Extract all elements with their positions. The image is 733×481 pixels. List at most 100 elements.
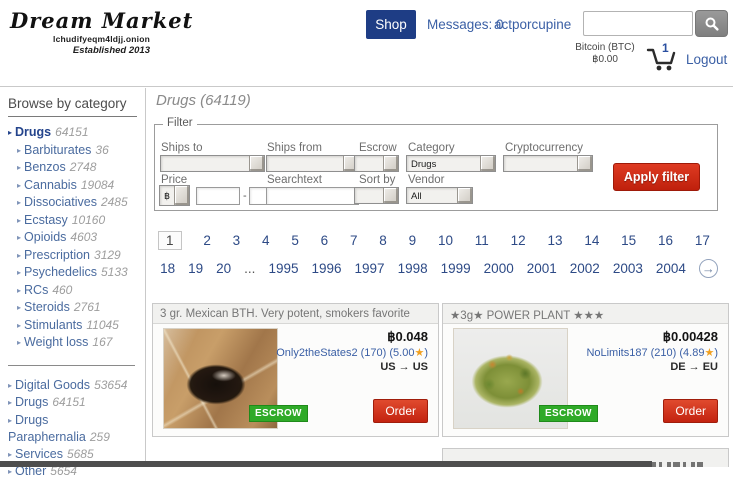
page-16[interactable]: 16 [658, 233, 674, 248]
star-icon: ★ [414, 347, 425, 359]
ships-to-label: Ships to [161, 142, 203, 154]
sidebar-item-steroids[interactable]: ▸ Steroids 2761 [8, 299, 141, 317]
page-15[interactable]: 15 [621, 233, 637, 248]
page-13[interactable]: 13 [547, 233, 563, 248]
cryptocurrency-select[interactable] [503, 155, 593, 172]
category-count: 10160 [71, 212, 106, 227]
page-2001[interactable]: 2001 [526, 261, 557, 276]
page-2004[interactable]: 2004 [655, 261, 686, 276]
messages-link[interactable]: Messages: 0 [427, 17, 504, 32]
page-14[interactable]: 14 [584, 233, 600, 248]
username-link[interactable]: actporcupine [494, 17, 572, 32]
page-7[interactable]: 7 [349, 233, 358, 248]
product-price: ฿0.00428 [662, 329, 718, 344]
page-11[interactable]: 11 [474, 233, 489, 248]
category-count: 2485 [100, 195, 128, 209]
logo-title: Dream Market [10, 8, 194, 33]
pagination-row-2: 18 19 20... 1995 1996 1997 1998 1999 2000 2001 200… [150, 259, 728, 278]
page-2[interactable]: 2 [203, 233, 211, 248]
header: Dream Market lchudifyeqm4ldjj.onion Esta… [0, 0, 733, 87]
pagination-ellipsis: ... [244, 261, 256, 276]
cart-button[interactable]: 1 [645, 41, 679, 72]
sidebar-item-benzos[interactable]: ▸ Benzos 2748 [8, 159, 141, 177]
page-18[interactable]: 18 [160, 261, 176, 276]
sidebar-item-drugs[interactable]: ▸ Drugs 64151 [8, 394, 141, 412]
wallet-amount: ฿0.00 [592, 54, 618, 65]
page-2002[interactable]: 2002 [569, 261, 600, 276]
chevron-right-icon: ▸ [17, 285, 22, 295]
sidebar-item-digital-goods[interactable]: ▸ Digital Goods 53654 [8, 377, 141, 395]
category-label: Stimulants [24, 317, 83, 332]
chevron-right-icon: ▸ [17, 180, 22, 190]
page-6[interactable]: 6 [320, 233, 329, 248]
page-17[interactable]: 17 [694, 233, 710, 248]
sidebar-item-psychedelics[interactable]: ▸ Psychedelics 5133 [8, 264, 141, 282]
page-8[interactable]: 8 [379, 233, 387, 248]
site-logo[interactable]: Dream Market lchudifyeqm4ldjj.onion Esta… [10, 8, 194, 56]
vendor-link[interactable]: NoLimits187 (210) (4.89★) [586, 347, 718, 359]
search-button[interactable] [695, 10, 728, 37]
page-3[interactable]: 3 [232, 233, 241, 248]
page-1997[interactable]: 1997 [354, 261, 385, 276]
page-12[interactable]: 12 [510, 233, 526, 248]
sidebar-item-services[interactable]: ▸ Services 5685 [8, 446, 141, 464]
escrow-badge: ESCROW [539, 405, 598, 422]
sidebar-item-stimulants[interactable]: ▸ Stimulants 11045 [8, 317, 141, 335]
sidebar-item-rcs[interactable]: ▸ RCs 460 [8, 282, 141, 300]
price-currency-select[interactable]: ฿ [159, 185, 190, 206]
page-9[interactable]: 9 [408, 233, 417, 248]
sort-by-select[interactable] [354, 187, 399, 204]
chevron-right-icon: ▸ [17, 233, 22, 242]
page-2003[interactable]: 2003 [612, 261, 643, 276]
chevron-right-icon: ▸ [17, 163, 22, 172]
order-button[interactable]: Order [663, 399, 718, 423]
chevron-right-icon: ▸ [17, 320, 22, 330]
wallet-balance[interactable]: Bitcoin (BTC) ฿0.00 [566, 42, 644, 65]
category-select[interactable]: Drugs [406, 155, 496, 172]
page-1[interactable]: 1 [158, 231, 182, 250]
category-label: Category [408, 142, 455, 154]
chevron-right-icon: ▸ [8, 467, 13, 476]
logout-link[interactable]: Logout [686, 52, 728, 67]
chevron-right-icon: ▸ [8, 415, 13, 425]
ships-to-select[interactable] [160, 155, 265, 172]
vendor-link[interactable]: Only2theStates2 (170) (5.00★) [276, 347, 428, 359]
sidebar-item-cannabis[interactable]: ▸ Cannabis 19084 [8, 177, 141, 195]
category-count: 167 [92, 335, 113, 349]
page-1995[interactable]: 1995 [268, 261, 299, 276]
sidebar-item-prescription[interactable]: ▸ Prescription 3129 [8, 247, 141, 265]
searchtext-input[interactable] [266, 187, 359, 205]
page-5[interactable]: 5 [291, 233, 299, 248]
order-button[interactable]: Order [373, 399, 428, 423]
search-input[interactable] [583, 11, 693, 36]
category-label: Psychedelics [24, 265, 97, 279]
page-2000[interactable]: 2000 [483, 261, 514, 276]
page-1999[interactable]: 1999 [440, 261, 471, 276]
shop-button[interactable]: Shop [366, 10, 416, 39]
category-count: 11045 [86, 317, 119, 332]
apply-filter-button[interactable]: Apply filter [613, 163, 700, 191]
sidebar-item-weight-loss[interactable]: ▸ Weight loss 167 [8, 334, 141, 352]
next-page-icon[interactable]: → [698, 259, 718, 278]
page-1998[interactable]: 1998 [397, 261, 428, 276]
page-4[interactable]: 4 [261, 233, 270, 248]
page-20[interactable]: 20 [216, 261, 232, 276]
vendor-select[interactable]: All [406, 187, 473, 204]
escrow-select[interactable] [354, 155, 399, 172]
sidebar-item-opioids[interactable]: ▸ Opioids 4603 [8, 229, 141, 247]
sidebar-item-barbiturates[interactable]: ▸ Barbiturates 36 [8, 142, 141, 160]
category-count: 53654 [94, 377, 128, 392]
sidebar-item-ecstasy[interactable]: ▸ Ecstasy 10160 [8, 212, 141, 230]
sidebar-item-dissociatives[interactable]: ▸ Dissociatives 2485 [8, 194, 141, 212]
ships-from-select[interactable] [266, 155, 359, 172]
page-1996[interactable]: 1996 [311, 261, 342, 276]
page-10[interactable]: 10 [437, 233, 453, 248]
sidebar-item-drugs-paraphernalia[interactable]: ▸ Drugs Paraphernalia 259 [8, 412, 141, 446]
chevron-right-icon: ▸ [17, 198, 22, 207]
sidebar-item-drugs[interactable]: ▸ Drugs 64151 [8, 124, 141, 142]
category-count: 460 [52, 282, 73, 297]
price-min-input[interactable] [196, 187, 240, 205]
page-19[interactable]: 19 [188, 261, 204, 276]
price-currency-value: ฿ [164, 191, 171, 202]
